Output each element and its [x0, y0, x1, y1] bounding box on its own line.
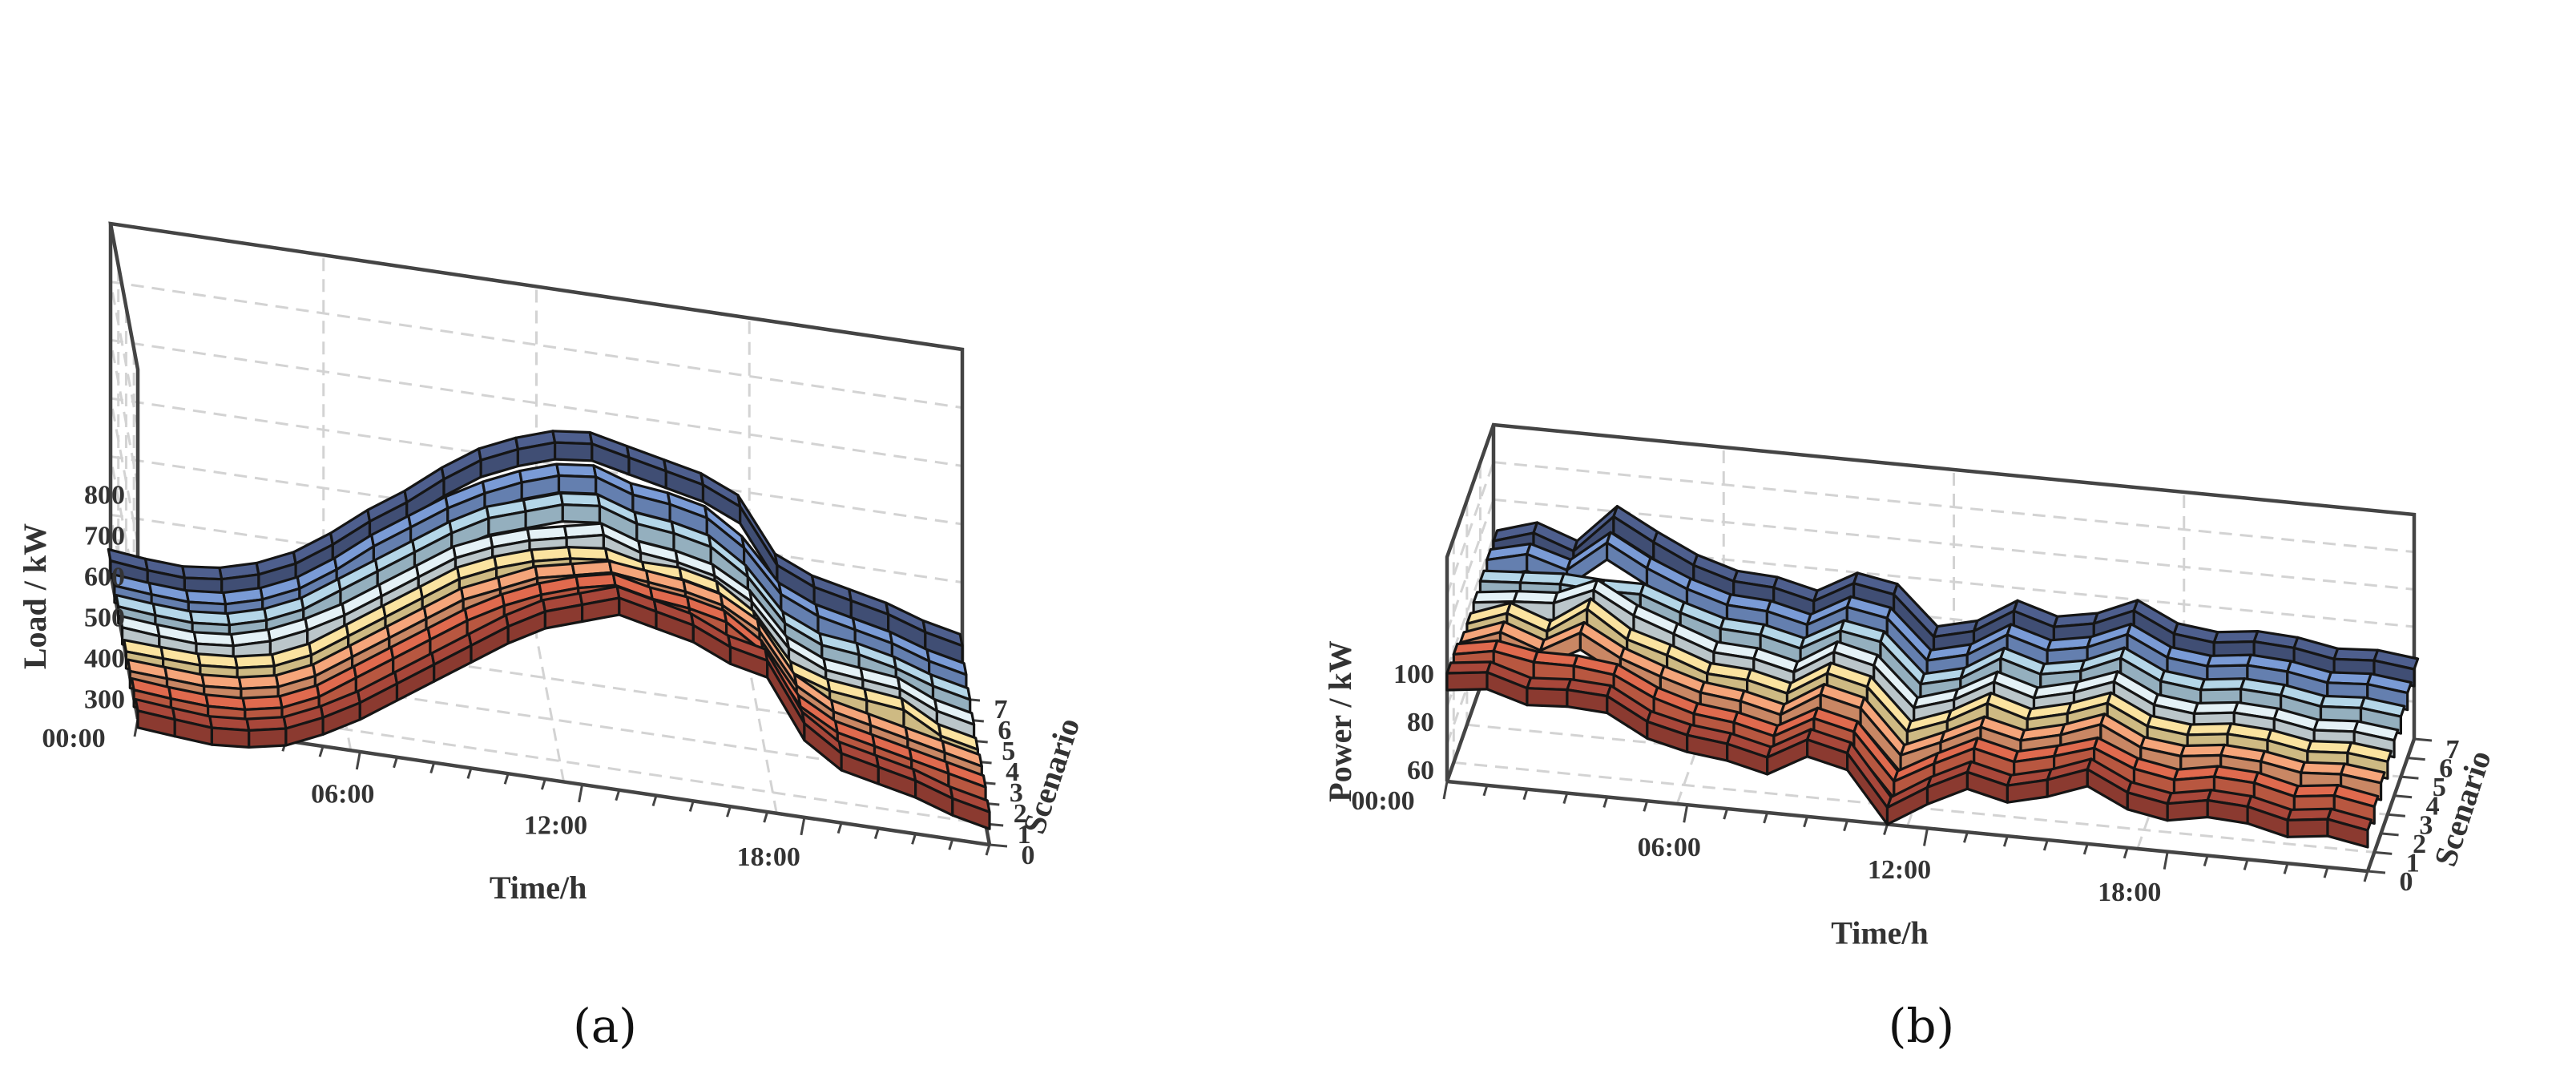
y-tick-label: 2 — [2413, 830, 2426, 859]
segment-front-s0-t21 — [2286, 818, 2329, 838]
segment-front-s0-t2 — [210, 726, 251, 749]
x-axis-title: Time/h — [490, 870, 587, 906]
segment-front-s7-t12 — [553, 441, 594, 462]
x-tick-label: 06:00 — [311, 779, 374, 809]
y-tick-label: 5 — [2433, 773, 2446, 802]
z-tick-label: 100 — [1393, 660, 1434, 689]
segment-front-s0-t22 — [2326, 818, 2369, 849]
segment-front-s5-t22 — [2359, 706, 2402, 735]
y-tick-label: 6 — [2439, 754, 2453, 784]
y-tick-label: 7 — [994, 695, 1008, 725]
segment-front-s5-t12 — [561, 503, 602, 524]
series-ribbon-6 — [111, 462, 968, 693]
y-tick-label: 1 — [2406, 848, 2420, 878]
z-tick-label: 500 — [84, 604, 125, 633]
x-tick-label: 00:00 — [42, 724, 105, 753]
z-tick-label: 400 — [84, 644, 125, 674]
y-tick-label: 7 — [2446, 735, 2460, 765]
z-tick-label: 300 — [84, 685, 125, 715]
y-tick-label: 4 — [1006, 757, 1019, 787]
z-tick-label: 60 — [1407, 756, 1434, 785]
x-tick-label: 06:00 — [1638, 833, 1701, 862]
y-tick-label: 6 — [998, 716, 1011, 745]
z-axis-title: Power / kW — [1322, 640, 1358, 801]
segment-front-s0-t22 — [951, 797, 991, 830]
x-tick-label: 00:00 — [1351, 786, 1414, 816]
x-tick-label: 18:00 — [737, 842, 800, 872]
panel-caption: (a) — [573, 999, 637, 1053]
segment-front-s1-t22 — [2332, 793, 2376, 826]
panel-caption: (b) — [1889, 999, 1954, 1053]
segment-front-s7-t22 — [2372, 659, 2416, 688]
series-ribbon-0 — [134, 585, 991, 830]
z-tick-label: 800 — [84, 481, 125, 511]
segment-front-s0-t2 — [1526, 687, 1569, 708]
y-tick-label: 0 — [2400, 867, 2413, 897]
y-tick-label: 2 — [1014, 799, 1027, 829]
series-ribbon-1 — [1452, 639, 2380, 826]
segment-front-s6-t22 — [2366, 683, 2409, 712]
z-axis-title: Load / kW — [17, 523, 53, 669]
y-tick-label: 3 — [2419, 810, 2433, 840]
segment-front-s0-t0 — [1445, 671, 1489, 692]
x-tick-label: 12:00 — [1868, 855, 1931, 885]
y-tick-label: 4 — [2426, 792, 2440, 822]
y-tick-label: 3 — [1010, 778, 1023, 808]
z-tick-label: 600 — [84, 563, 125, 592]
y-tick-label: 5 — [1002, 737, 1015, 766]
series-ribbon-0 — [1445, 660, 2373, 849]
y-tick-label: 0 — [1022, 841, 1035, 870]
x-tick-label: 12:00 — [524, 811, 587, 841]
series-ribbon-7 — [107, 430, 964, 664]
y-tick-label: 1 — [1018, 820, 1031, 850]
y-axis-title: Scenario — [1015, 713, 1086, 838]
z-tick-label: 80 — [1407, 708, 1434, 737]
segment-front-s0-t3 — [248, 727, 288, 749]
segment-front-s0-t18 — [2166, 798, 2209, 822]
z-tick-label: 700 — [84, 522, 125, 551]
x-axis-title: Time/h — [1831, 915, 1929, 951]
x-tick-label: 18:00 — [2098, 878, 2161, 907]
segment-front-s6-t12 — [557, 474, 598, 495]
